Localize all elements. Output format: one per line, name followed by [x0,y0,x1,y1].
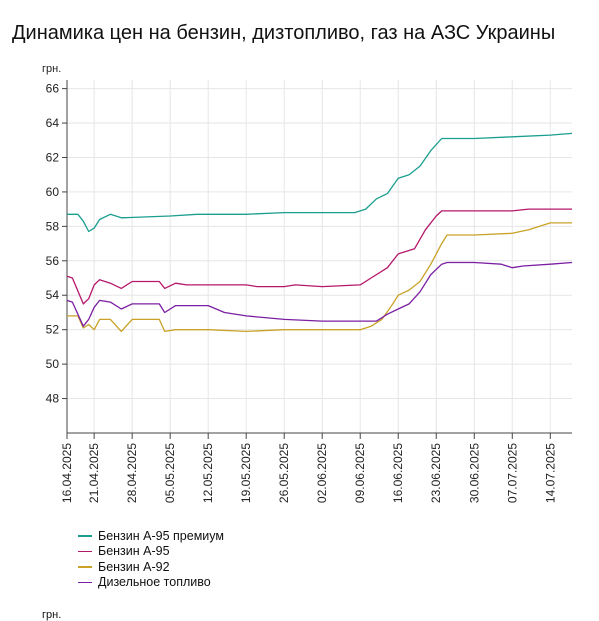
legend-swatch [78,535,92,537]
y-axis-label: грн. [42,63,61,75]
x-tick-label: 30.06.2025 [467,443,481,503]
y-tick-label: 48 [46,392,60,406]
legend-item: Бензин А-95 [78,544,224,560]
legend-item: Бензин А-95 премиум [78,528,224,544]
x-tick-label: 14.07.2025 [543,443,557,503]
legend-label: Дизельное топливо [98,575,211,590]
y-tick-label: 60 [46,185,60,199]
legend-item: Бензин А-92 [78,559,224,575]
y-tick-label: 50 [46,357,60,371]
x-tick-label: 16.06.2025 [391,443,405,503]
series-line [67,222,572,333]
x-tick-label: 16.04.2025 [60,443,74,503]
chart-title: Динамика цен на бензин, дизтопливо, газ … [12,22,556,44]
x-tick-label: 12.05.2025 [201,443,215,503]
y-tick-label: 62 [46,150,60,164]
x-tick-label: 21.04.2025 [87,443,101,503]
y-tick-label: 66 [46,82,60,96]
x-tick-label: 19.05.2025 [239,443,253,503]
legend-swatch [78,550,92,552]
chart-legend: Бензин А-95 премиум Бензин А-95 Бензин А-9… [78,528,224,590]
next-chart-unit-label: грн. [42,609,62,621]
legend-item: Дизельное топливо [78,575,224,591]
legend-label: Бензин А-92 [98,559,170,574]
legend-swatch [78,566,92,568]
x-tick-label: 23.06.2025 [429,443,443,503]
y-tick-label: 52 [46,323,60,337]
y-tick-label: 54 [46,288,60,302]
x-tick-label: 09.06.2025 [353,443,367,503]
legend-label: Бензин А-95 премиум [98,528,224,543]
legend-label: Бензин А-95 [98,544,170,559]
y-tick-label: 58 [46,219,60,233]
x-tick-label: 28.04.2025 [125,443,139,503]
x-tick-label: 05.05.2025 [163,443,177,503]
x-tick-label: 02.06.2025 [315,443,329,503]
y-tick-label: 64 [46,116,60,130]
y-tick-label: 56 [46,254,60,268]
series-line [66,208,572,305]
series-line [66,261,573,327]
legend-swatch [78,581,92,583]
series-line [67,132,573,233]
x-tick-label: 26.05.2025 [277,443,291,503]
x-tick-label: 07.07.2025 [505,443,519,503]
